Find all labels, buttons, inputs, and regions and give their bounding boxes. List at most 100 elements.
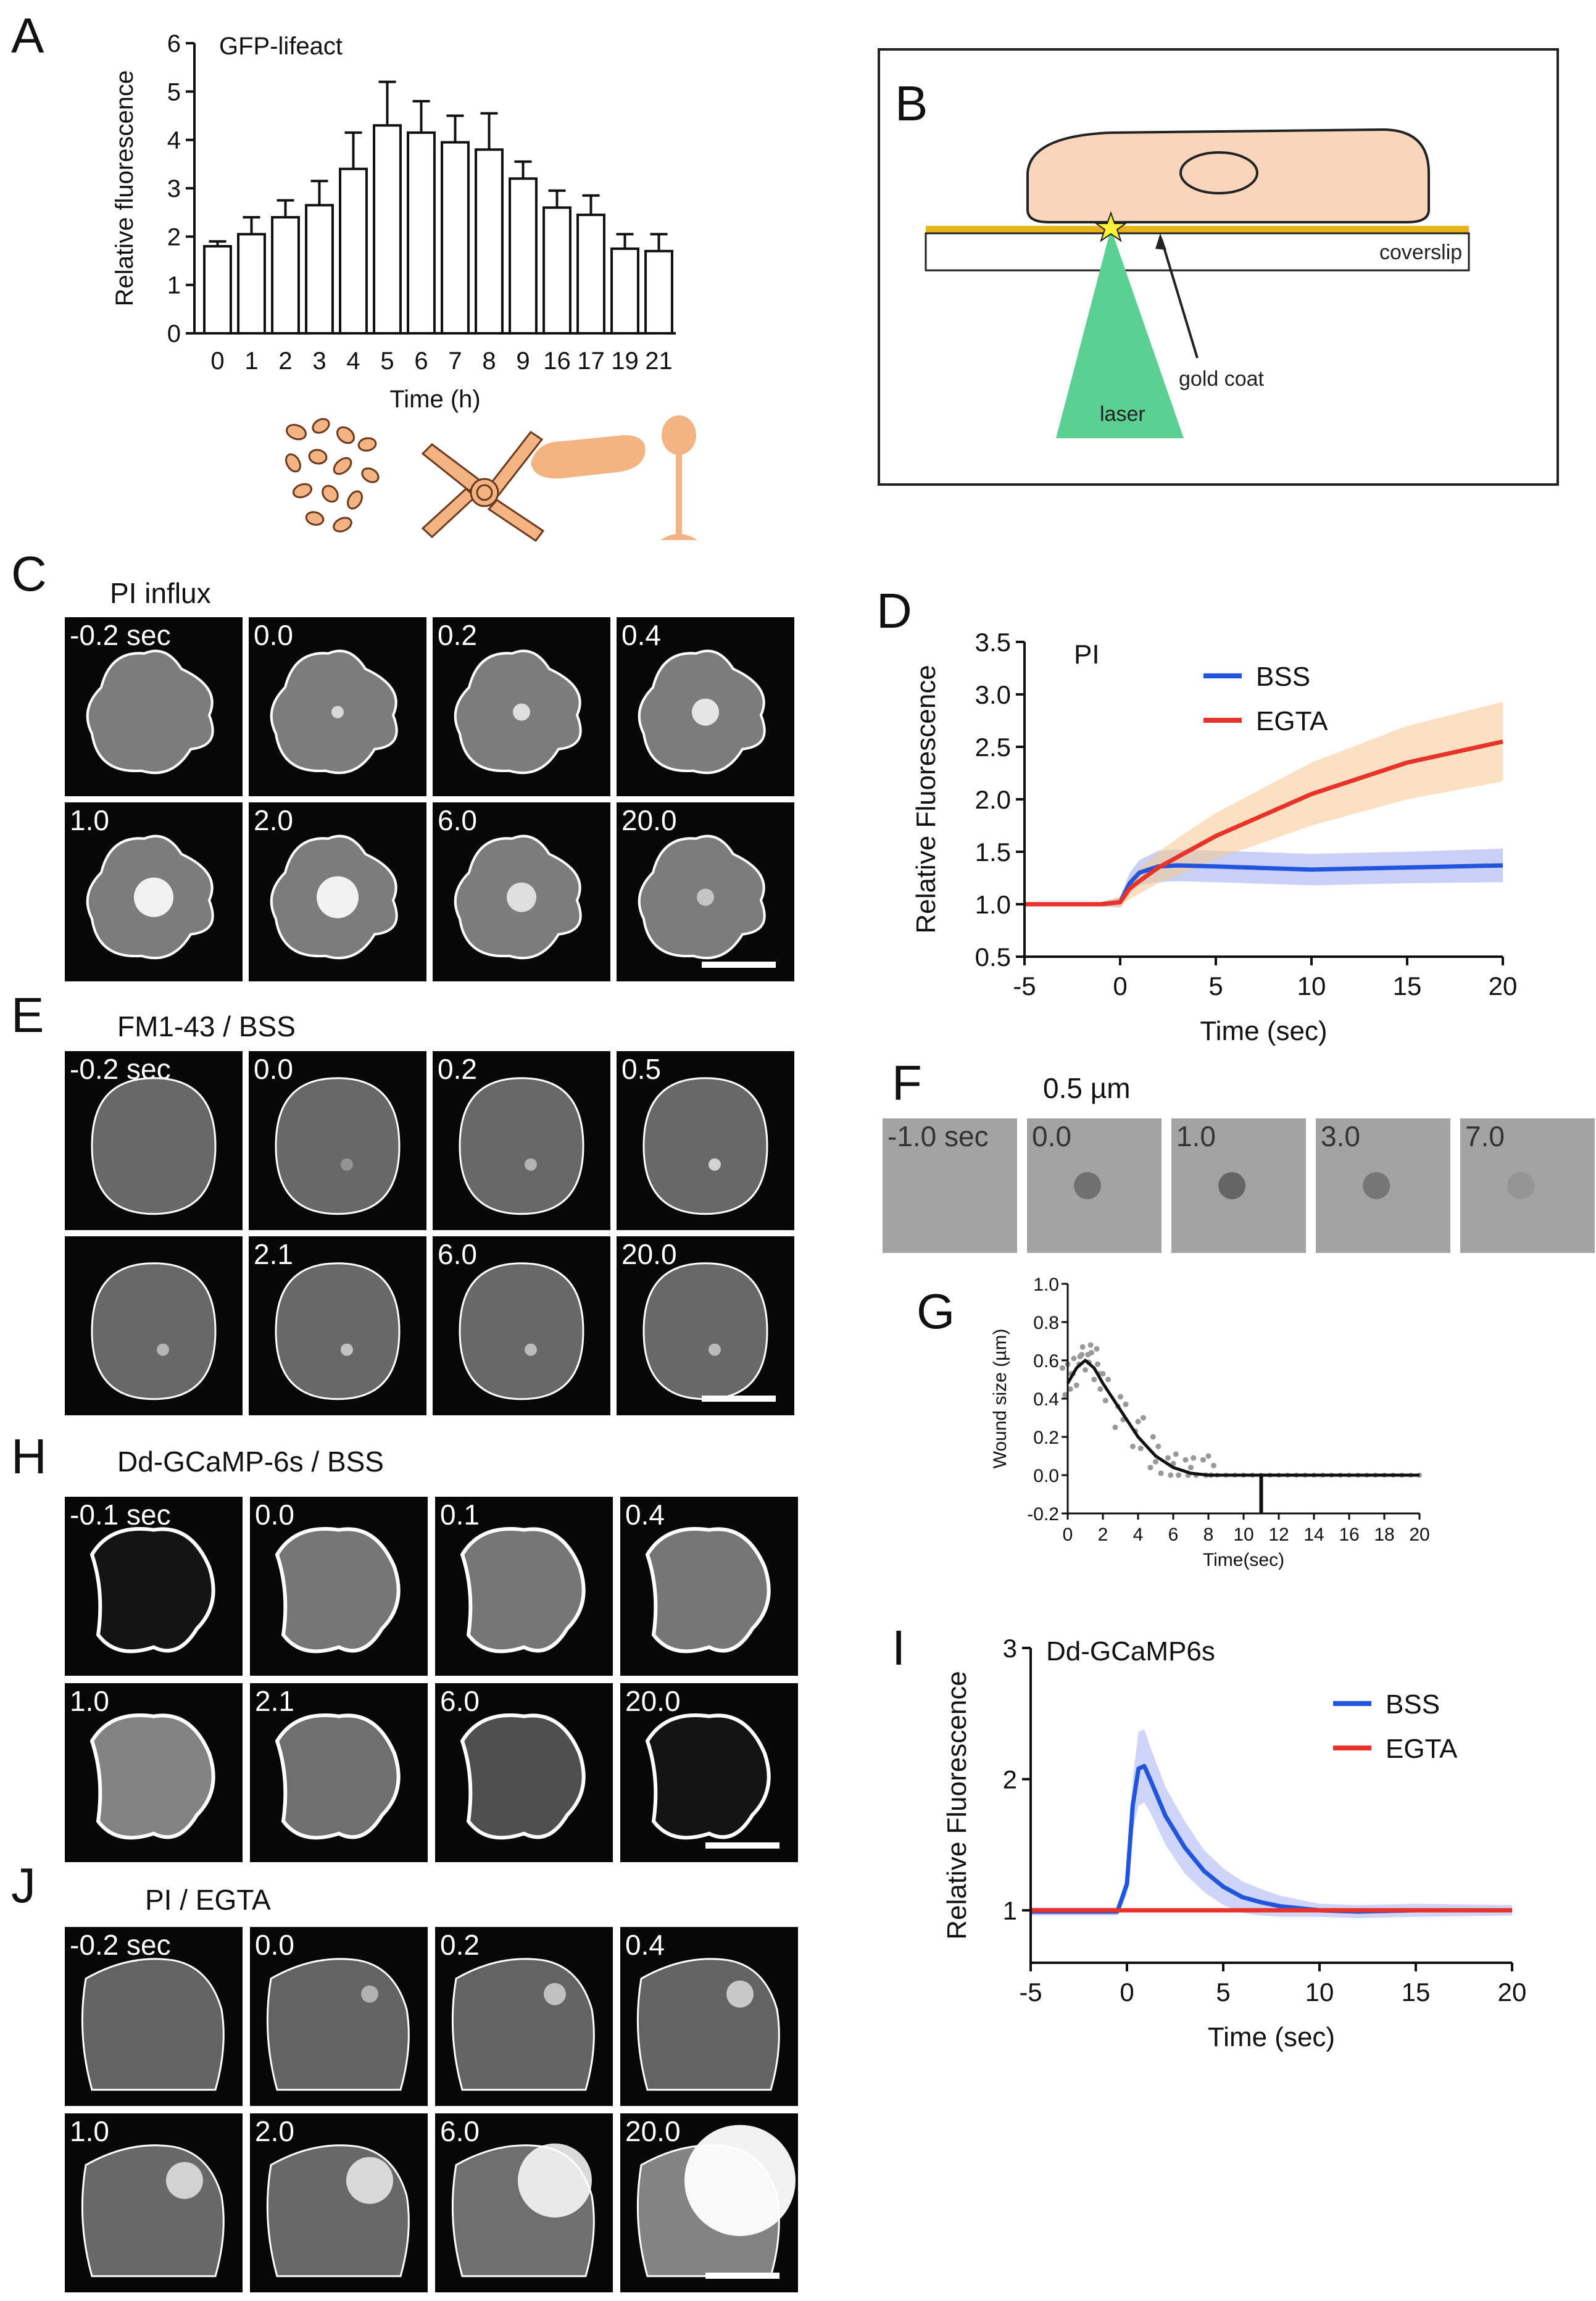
replicate-point (1073, 1382, 1079, 1388)
x-tick-label: 21 (645, 347, 673, 375)
cell-outline (89, 1527, 215, 1654)
bar (542, 206, 571, 335)
cell-fill (92, 1263, 215, 1399)
aggregation-cells-icon (285, 418, 380, 533)
cell-outline (642, 1077, 768, 1215)
replicate-point (1123, 1401, 1129, 1407)
tile-time-label: 20.0 (625, 1685, 681, 1717)
micrograph-tile: -0.1 sec (65, 1497, 243, 1676)
y-tick-label: 1.0 (975, 890, 1011, 919)
cell-outline (86, 649, 214, 775)
panel-letter-e: E (11, 988, 44, 1042)
replicate-point (1182, 1457, 1189, 1463)
micrograph-tile: -0.2 sec (65, 1927, 243, 2106)
replicate-point (1062, 1392, 1068, 1398)
bar (305, 204, 334, 335)
replicate-point (1112, 1425, 1118, 1430)
x-tick-label: 1 (244, 347, 258, 375)
replicate-point (1176, 1472, 1182, 1478)
cell-outline (459, 1262, 584, 1400)
chart-i: 1 2 3 -5 0 5 10 15 20 Time (sec) Relative Fluoresc… (942, 1634, 1526, 2052)
signal-spot (157, 1343, 169, 1356)
series-line-bss (1031, 1763, 1512, 1914)
micrograph-tile: -0.2 sec (65, 1051, 243, 1230)
replicate-point (1191, 1455, 1197, 1461)
y-axis-label: Relative Fluorescence (942, 1671, 972, 1939)
micrograph-tile: 0.0 (250, 1497, 428, 1676)
y-tick-label: 3 (167, 175, 181, 202)
x-tick-label: -5 (1013, 972, 1036, 1001)
signal-spot (331, 705, 344, 718)
tile-time-label: 0.4 (625, 1499, 665, 1531)
series-line-egta (1025, 739, 1503, 907)
tile-time-label: 2.1 (255, 1685, 294, 1717)
tile-time-label: 20.0 (621, 804, 677, 836)
legend-label-bss: BSS (1386, 1689, 1440, 1720)
panel-letter-c: C (11, 546, 47, 601)
micrograph-tile: 6.0 (433, 802, 610, 981)
signal-spot (544, 1983, 566, 2005)
cell-outline (91, 1262, 217, 1400)
tile-time-label: 0.0 (254, 1053, 293, 1085)
signal-spot (709, 1158, 721, 1171)
cell-outline (459, 1077, 584, 1215)
cell-fill (647, 1529, 769, 1652)
replicate-point (1105, 1376, 1112, 1383)
x-tick-label: 5 (380, 347, 394, 375)
legend-label-egta: EGTA (1256, 706, 1328, 736)
replicate-point (1168, 1472, 1174, 1478)
tile-time-label: 0.4 (625, 1929, 665, 1961)
x-tick-label: 16 (543, 347, 571, 375)
y-tick-label: 0.8 (1033, 1313, 1059, 1333)
tile-time-label: 1.0 (70, 1685, 109, 1717)
x-tick-label: 7 (448, 347, 462, 375)
x-tick-label: 6 (1168, 1525, 1179, 1545)
tile-time-label: 2.0 (254, 804, 293, 836)
signal-spot (341, 1158, 353, 1171)
replicate-point (1079, 1344, 1086, 1350)
chart-annotation: PI (1074, 639, 1100, 670)
x-tick-label: 15 (1393, 972, 1422, 1001)
cell-fill (92, 1529, 214, 1652)
y-tick-label: 1.0 (1033, 1275, 1059, 1295)
cell-body (1026, 128, 1430, 223)
cell-outline (270, 649, 398, 775)
micrograph-tile: 2.0 (250, 2113, 428, 2292)
panel-j-title: PI / EGTA (145, 1884, 271, 1916)
cell-outline (266, 2144, 410, 2278)
x-tick-label: 16 (1339, 1525, 1359, 1545)
panel-letter-i: I (892, 1620, 906, 1675)
cell-outline (275, 1713, 401, 1840)
micrograph-tile: 6.0 (435, 2113, 613, 2292)
y-tick-label: 3.5 (975, 628, 1011, 657)
replicate-point (1137, 1446, 1144, 1452)
replicate-point (1083, 1367, 1088, 1373)
signal-spot (317, 876, 359, 918)
x-tick-label: 8 (1203, 1525, 1214, 1545)
y-tick-label: 0 (167, 320, 181, 347)
micrograph-tile: 0.2 (433, 617, 610, 796)
cell-outline (451, 2144, 595, 2278)
cell-fill (647, 1715, 769, 1838)
x-tick-label: 2 (1098, 1525, 1108, 1545)
gold-coat-arrow (1160, 239, 1199, 359)
cell-outline (638, 649, 766, 775)
cell-fill (277, 1715, 399, 1838)
signal-spot (525, 1158, 537, 1171)
micrograph-tile: 1.0 (1171, 1118, 1306, 1253)
cell-fill (462, 1529, 584, 1652)
cell-fill (460, 1263, 583, 1399)
wound-spot (1363, 1172, 1390, 1199)
bar (339, 167, 368, 335)
replicate-point (1077, 1354, 1083, 1360)
micrograph-tile: 0.4 (620, 1927, 798, 2106)
legend-label-bss: BSS (1256, 662, 1310, 692)
bar (237, 233, 266, 335)
cell-fill (460, 1078, 583, 1214)
x-axis-label: Time (h) (389, 386, 480, 413)
micrograph-tile: 0.2 (435, 1927, 613, 2106)
cell-fill (277, 1529, 399, 1652)
panel-f-title: 0.5 µm (1043, 1072, 1131, 1104)
signal-spot (134, 877, 173, 917)
